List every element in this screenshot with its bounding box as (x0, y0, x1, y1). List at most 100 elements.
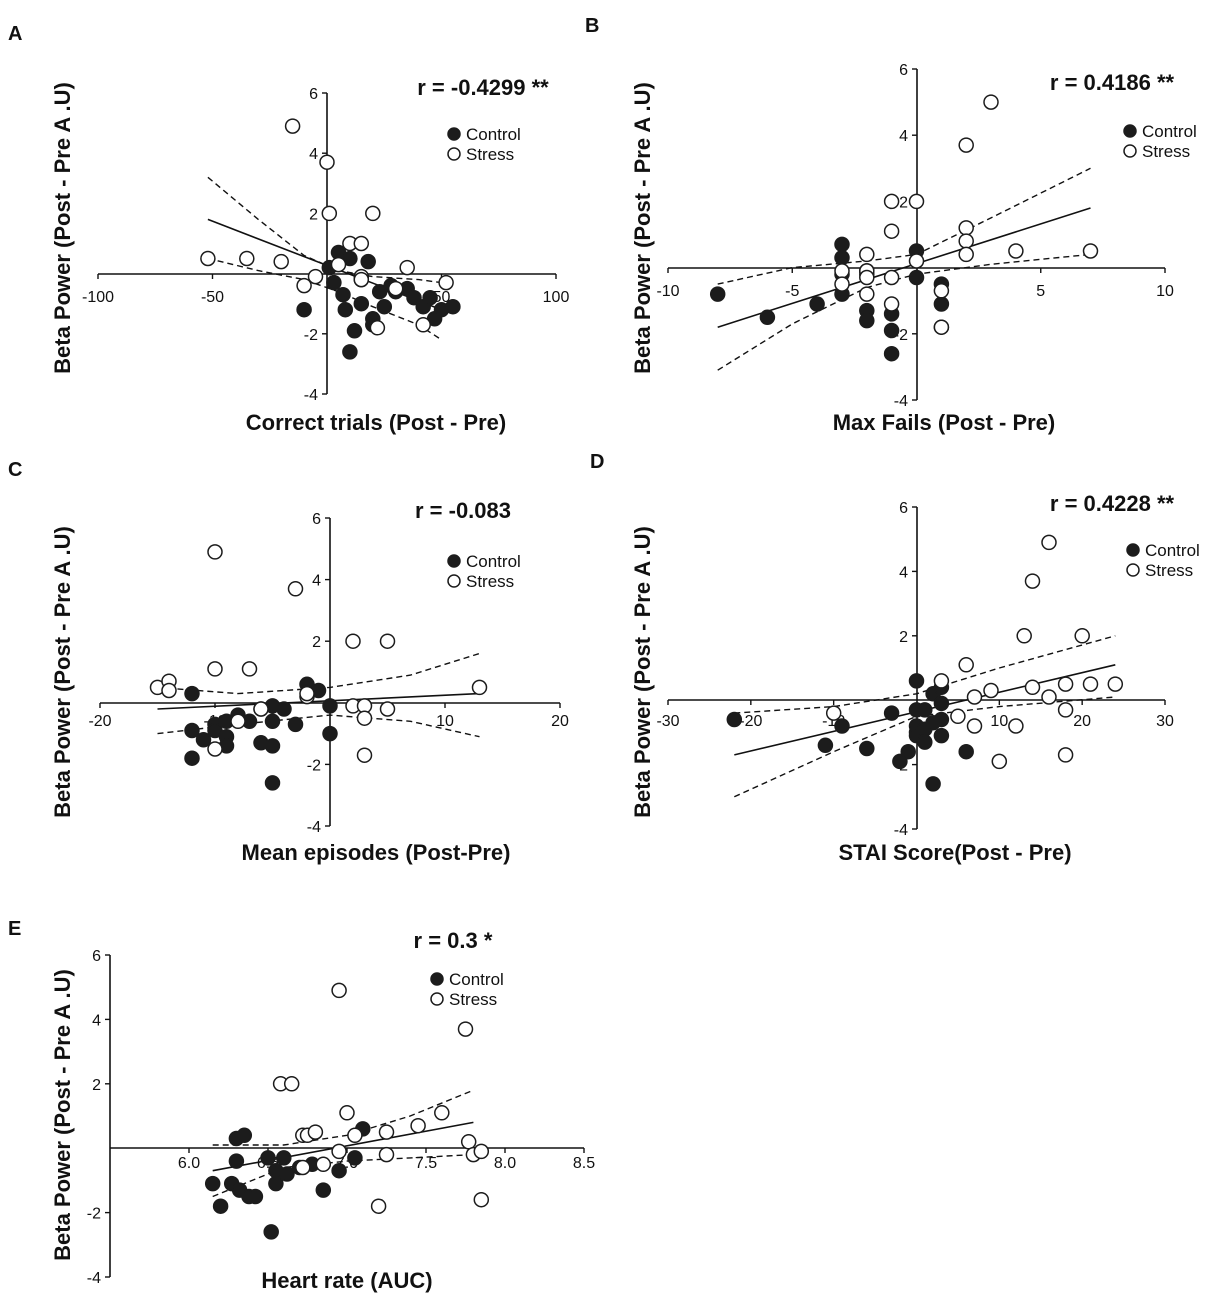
x-tick-label: -50 (201, 289, 224, 306)
control-point (326, 274, 342, 291)
x-tick-label: -20 (739, 713, 762, 730)
legend-control-label: Control (466, 125, 521, 144)
y-tick-label: 4 (899, 128, 908, 145)
stress-point (983, 94, 999, 110)
stress-point (331, 1143, 347, 1160)
stress-point (825, 705, 842, 721)
control-point (933, 695, 950, 712)
stress-point (966, 718, 983, 734)
y-tick-label: -4 (307, 819, 321, 836)
control-point (184, 685, 200, 702)
stress-point (410, 1117, 426, 1134)
x-tick-label: -20 (88, 713, 111, 730)
stress-point (378, 1124, 395, 1140)
control-point (817, 737, 834, 754)
stress-point (321, 205, 338, 222)
y-tick-label: 4 (92, 1012, 101, 1029)
x-axis-title: Mean episodes (Post-Pre) (242, 840, 511, 865)
stress-point (356, 747, 373, 763)
control-point (296, 301, 312, 318)
stress-point (207, 741, 223, 757)
stress-point (369, 320, 386, 336)
control-point (933, 727, 950, 744)
y-tick-label: 6 (899, 62, 908, 79)
stress-point (315, 1156, 332, 1173)
y-tick-label: -2 (87, 1206, 101, 1223)
x-tick-label: 5 (1036, 283, 1045, 300)
stress-point (859, 286, 875, 302)
stress-point (399, 259, 415, 276)
ci-upper-line (212, 1089, 474, 1146)
stress-point (958, 233, 974, 249)
stress-point (347, 1127, 363, 1144)
stress-point (908, 253, 925, 269)
y-tick-label: 4 (899, 564, 908, 581)
stress-point (207, 661, 223, 677)
control-point (264, 738, 281, 754)
control-point (809, 296, 825, 312)
stress-point (958, 657, 974, 673)
ci-lower-line (717, 253, 1091, 371)
stress-point (1041, 534, 1057, 551)
control-point (445, 298, 461, 315)
panel-a: A -100 -50 50 100 -4 -2 2 4 6 Correct trials (Post… (8, 23, 569, 435)
control-point (337, 301, 354, 318)
stress-point (331, 982, 347, 999)
control-point (184, 750, 200, 766)
stress-point (161, 682, 177, 699)
control-point (834, 718, 850, 734)
stress-point (1057, 747, 1074, 763)
stress-point (958, 137, 974, 153)
stress-point (353, 271, 370, 288)
stress-point (1057, 702, 1074, 718)
legend-stress-label: Stress (466, 145, 514, 164)
y-tick-label: -4 (894, 393, 908, 410)
control-point (353, 295, 370, 312)
stress-point (834, 276, 850, 292)
ci-lower-line (734, 696, 1116, 798)
x-tick-label: 100 (543, 289, 570, 306)
legend-control-marker (1126, 543, 1140, 557)
stress-point (241, 661, 258, 677)
stress-point (295, 1159, 311, 1176)
stress-point (283, 1076, 300, 1092)
control-point (184, 722, 200, 739)
stress-point (284, 118, 301, 134)
stress-point (273, 253, 289, 270)
stress-point (1041, 689, 1057, 705)
panel-letter: B (585, 15, 599, 37)
ci-upper-line (734, 635, 1116, 714)
ci-lower-line (212, 1153, 474, 1198)
control-point (933, 296, 950, 312)
control-point (422, 289, 438, 306)
stress-point (883, 269, 900, 286)
y-tick-label: 2 (309, 206, 318, 223)
y-tick-label: -2 (307, 757, 321, 774)
stress-point (950, 708, 966, 725)
y-tick-label: -2 (304, 327, 318, 344)
stress-point (339, 1105, 355, 1121)
stress-point (859, 246, 875, 263)
legend-stress-label: Stress (1145, 561, 1193, 580)
x-tick-label: 10 (436, 713, 454, 730)
y-tick-label: 6 (312, 511, 321, 528)
stress-point (1082, 676, 1099, 692)
control-point (346, 323, 363, 339)
regression-line (717, 207, 1091, 328)
control-point (264, 713, 281, 730)
x-tick-label: -30 (656, 713, 679, 730)
control-point (709, 286, 726, 302)
stress-point (473, 1191, 490, 1208)
stress-point (1024, 573, 1041, 589)
stress-point (356, 710, 373, 726)
control-point (268, 1175, 284, 1192)
x-tick-label: -100 (82, 289, 114, 306)
stress-point (933, 673, 950, 689)
control-point (908, 673, 925, 689)
control-point (347, 1150, 363, 1166)
control-point (276, 1150, 292, 1166)
